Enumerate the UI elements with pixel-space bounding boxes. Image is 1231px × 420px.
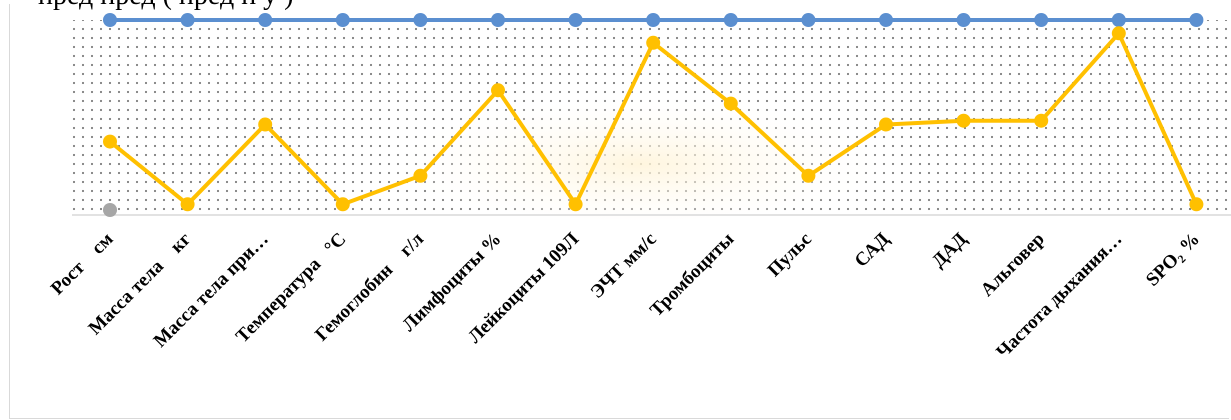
x-tick-label: Альговер xyxy=(977,229,1049,301)
data-point-0-3 xyxy=(335,13,350,27)
data-point-1-5 xyxy=(491,83,505,98)
data-point-1-6 xyxy=(568,197,583,212)
data-point-1-11 xyxy=(956,113,971,128)
data-point-0-13 xyxy=(1111,13,1126,27)
series-2 xyxy=(103,203,117,217)
chart-frame xyxy=(9,4,1229,419)
data-point-0-11 xyxy=(956,13,971,27)
series-1 xyxy=(103,26,1204,212)
data-point-1-2 xyxy=(258,117,273,132)
data-point-1-14 xyxy=(1189,197,1204,212)
plot-glow xyxy=(380,80,900,220)
x-tick-label: Тромбоциты xyxy=(646,229,738,321)
data-point-0-7 xyxy=(646,13,661,27)
data-point-1-7 xyxy=(646,35,661,50)
data-point-0-2 xyxy=(258,13,273,27)
x-tick-label: Пульс xyxy=(764,229,816,281)
data-point-2-0 xyxy=(103,203,117,217)
data-point-1-1 xyxy=(180,197,195,212)
data-point-1-9 xyxy=(801,168,816,183)
data-point-0-9 xyxy=(801,13,816,27)
series-0 xyxy=(103,13,1204,27)
series-layer xyxy=(103,13,1204,217)
data-point-1-10 xyxy=(879,117,893,132)
x-tick-label: Рост см xyxy=(47,229,118,300)
data-point-0-8 xyxy=(723,13,738,27)
data-point-1-12 xyxy=(1034,113,1049,128)
header-text: пред пред ( пред п у ) xyxy=(38,0,294,12)
data-point-1-3 xyxy=(335,197,350,212)
data-point-0-6 xyxy=(568,13,583,27)
data-point-0-0 xyxy=(103,13,117,27)
data-point-0-14 xyxy=(1189,13,1204,27)
x-tick-label: SPO₂ % xyxy=(1142,229,1204,291)
data-point-1-4 xyxy=(413,168,428,183)
data-point-0-10 xyxy=(879,13,893,27)
x-tick-label: САД xyxy=(851,229,894,272)
data-point-0-1 xyxy=(180,13,195,27)
x-tick-label: ЭЧТ мм/с xyxy=(587,229,661,303)
data-point-0-4 xyxy=(413,13,428,27)
data-point-0-12 xyxy=(1034,13,1049,27)
data-point-1-8 xyxy=(723,96,738,111)
data-point-0-5 xyxy=(491,13,505,27)
data-point-1-0 xyxy=(103,134,117,149)
data-point-1-13 xyxy=(1111,26,1126,41)
x-tick-label: ДАД xyxy=(928,229,971,272)
